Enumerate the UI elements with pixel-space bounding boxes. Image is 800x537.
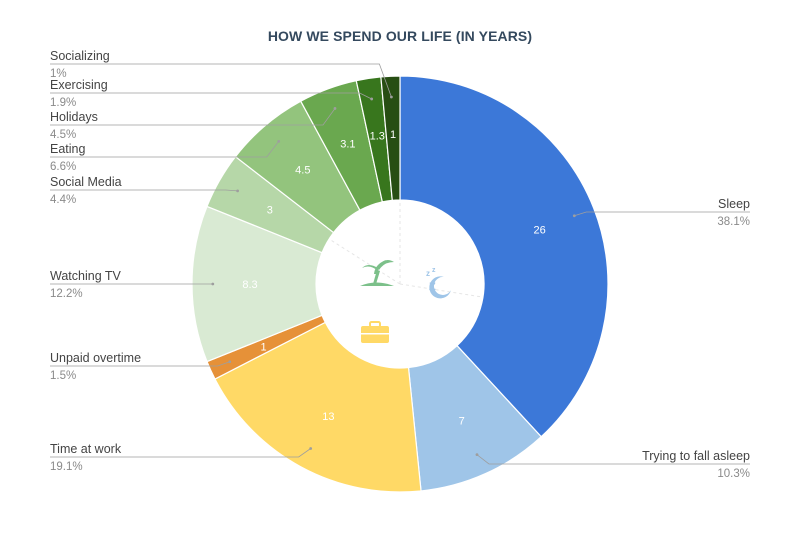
leader-line-holidays [50,108,336,126]
leader-dot-sleep [572,214,576,218]
category-label-socializing: Socializing [50,49,110,63]
percent-label-holidays: 4.5% [50,129,76,141]
percent-label-eating: 6.6% [50,161,76,173]
category-label-exercising: Exercising [50,78,108,92]
percent-label-sleep: 38.1% [717,216,750,228]
value-label-exercising: 1.3 [370,131,385,143]
leader-dot-holidays [333,107,337,110]
leader-dot-socializing [389,95,393,99]
category-label-trying-to-fall-asleep: Trying to fall asleep [642,449,750,463]
value-label-trying-to-fall-asleep: 7 [459,416,465,428]
slice-sleep [399,75,609,438]
slice-time-at-work [214,321,422,493]
leader-line-unpaid-overtime [50,361,230,367]
leader-dot-trying-to-fall-asleep [475,453,479,457]
leader-line-sleep [574,211,750,217]
percent-label-social-media: 4.4% [50,194,76,206]
leader-line-trying-to-fall-asleep [476,454,750,465]
leader-line-exercising [50,92,372,100]
category-label-sleep: Sleep [718,197,750,211]
leader-line-social-media [50,189,238,192]
svg-text:z: z [432,267,436,274]
sleep-moon-icon: z zZ [426,267,451,299]
percent-label-unpaid-overtime: 1.5% [50,370,76,382]
svg-text:Z: Z [429,281,436,293]
value-label-social-media: 3 [267,204,273,216]
category-label-time-at-work: Time at work [50,442,122,456]
leader-line-time-at-work [50,448,311,458]
category-label-unpaid-overtime: Unpaid overtime [50,351,141,365]
category-label-watching-tv: Watching TV [50,269,122,283]
slice-watching-tv [191,205,323,363]
value-label-watching-tv: 8.3 [242,279,257,291]
value-label-holidays: 3.1 [340,138,355,150]
leader-dot-exercising [370,97,374,101]
leader-dot-time-at-work [309,447,313,450]
palm-tree-icon [360,260,394,286]
value-label-time-at-work: 13 [322,411,334,423]
leader-dot-eating [277,140,281,143]
leader-dot-unpaid-overtime [228,360,232,364]
leader-dot-watching-tv [211,282,215,286]
chart-title: HOW WE SPEND OUR LIFE (IN YEARS) [267,28,533,44]
percent-label-time-at-work: 19.1% [50,461,83,473]
svg-text:z: z [426,269,430,278]
value-label-eating: 4.5 [295,165,310,177]
percent-label-exercising: 1.9% [50,97,76,109]
center-divider [399,283,482,298]
leader-dot-social-media [236,189,239,193]
leader-line-socializing [50,63,392,98]
percent-label-watching-tv: 12.2% [50,288,83,300]
leader-line-eating [50,141,280,158]
center-divider [330,239,401,285]
category-label-social-media: Social Media [50,175,122,189]
category-label-eating: Eating [50,142,85,156]
value-label-unpaid-overtime: 1 [260,341,266,353]
value-label-sleep: 26 [534,224,546,236]
percent-label-trying-to-fall-asleep: 10.3% [717,468,750,480]
value-label-socializing: 1 [390,129,396,141]
percent-label-socializing: 1% [50,68,67,80]
category-label-holidays: Holidays [50,110,98,124]
slice-socializing [380,75,401,202]
briefcase-icon [361,321,389,343]
